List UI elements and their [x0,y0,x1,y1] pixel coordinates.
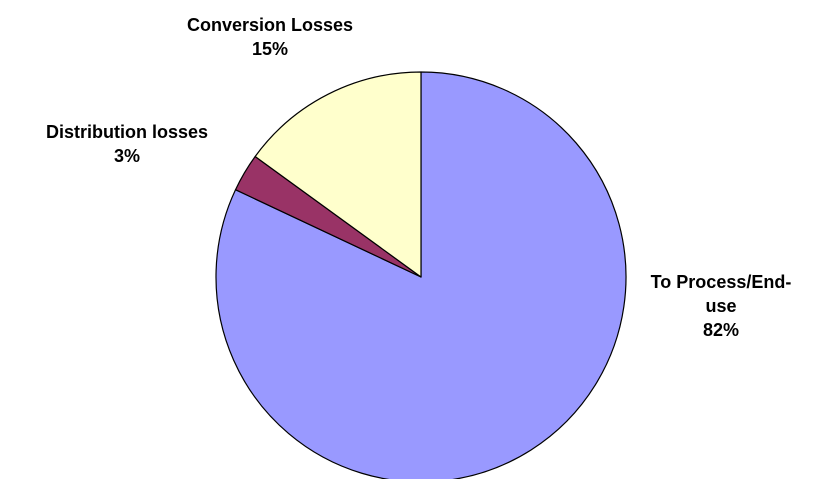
slice-label-to-process-end-use-name-line2: use [705,296,737,316]
slice-label-distribution-losses: Distribution losses 3% [0,120,254,168]
slice-label-to-process-end-use-percent: 82% [702,320,740,340]
slice-label-distribution-losses-name: Distribution losses [45,122,209,142]
slice-label-conversion-losses-percent: 15% [251,39,289,59]
slice-label-conversion-losses: Conversion Losses 15% [145,13,395,61]
slice-label-distribution-losses-percent: 3% [113,146,140,166]
slice-label-to-process-end-use: To Process/End- use 82% [626,270,816,342]
slice-label-to-process-end-use-name-line1: To Process/End- [650,272,792,292]
slice-label-conversion-losses-name: Conversion Losses [186,15,354,35]
pie-slice-conversion-losses [254,71,422,278]
